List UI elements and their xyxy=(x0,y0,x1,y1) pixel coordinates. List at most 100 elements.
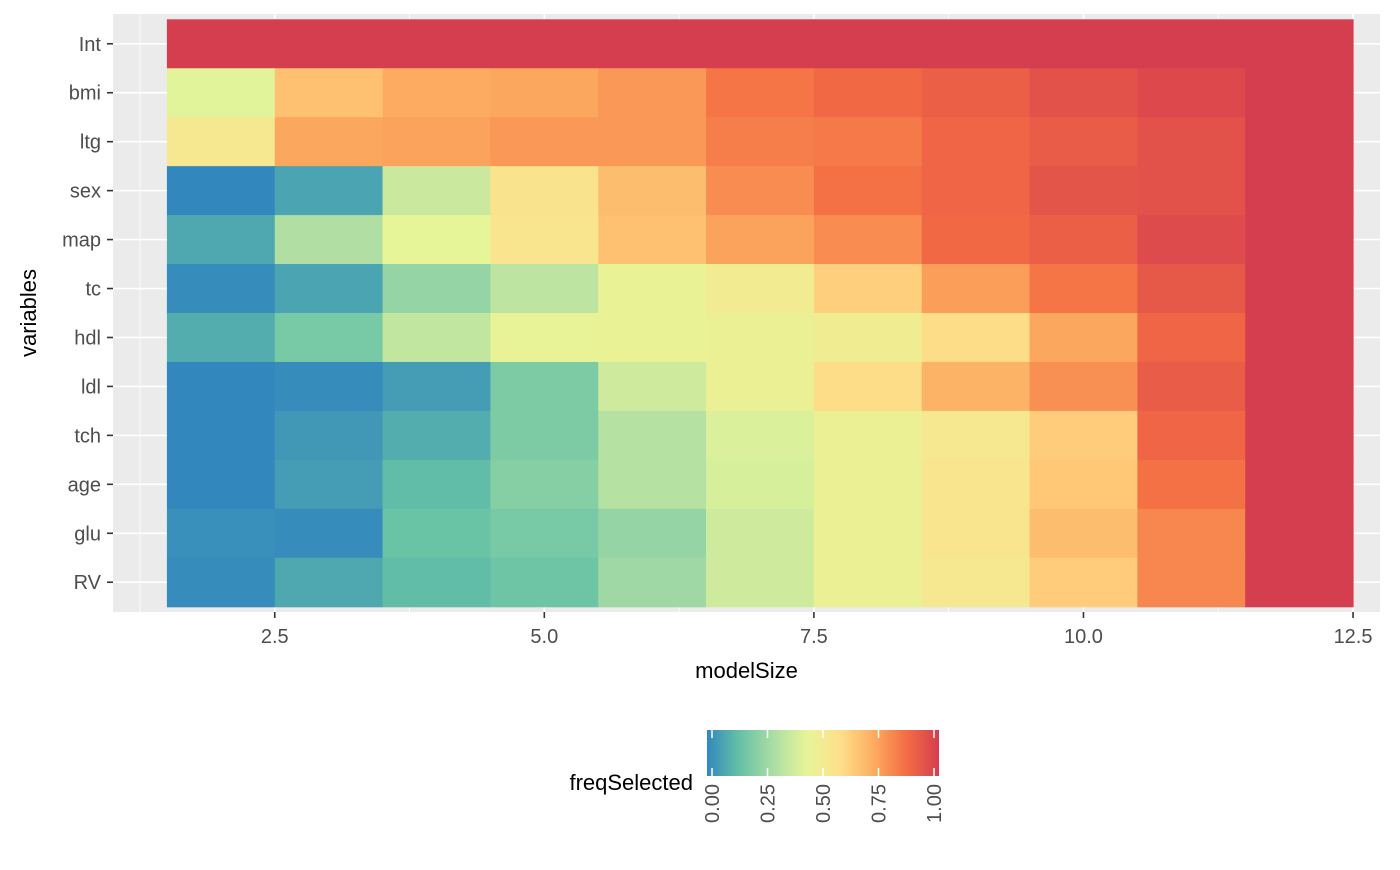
heatmap-cell xyxy=(490,557,599,608)
heatmap-cell xyxy=(274,68,384,118)
heatmap-cell xyxy=(382,166,492,216)
heatmap-cell xyxy=(706,410,815,461)
heatmap-cell xyxy=(274,557,384,608)
heatmap-cell xyxy=(274,117,384,167)
heatmap-cell xyxy=(706,117,815,167)
heatmap-cell xyxy=(274,361,384,412)
y-tick-label: glu xyxy=(74,523,101,545)
heatmap-cell xyxy=(1029,313,1138,363)
heatmap-cell xyxy=(382,117,492,167)
heatmap-cell xyxy=(706,313,815,363)
heatmap-cell xyxy=(921,410,1031,461)
heatmap-cell xyxy=(706,166,815,216)
heatmap-cell xyxy=(1137,166,1246,216)
heatmap-cell xyxy=(490,361,599,412)
legend-tick-label: 0.50 xyxy=(813,784,835,823)
heatmap-cell xyxy=(490,264,599,314)
heatmap-cell xyxy=(490,68,599,118)
heatmap-cell xyxy=(490,117,599,167)
y-tick-label: hdl xyxy=(74,327,101,349)
heatmap-cell xyxy=(274,459,384,510)
heatmap-cell xyxy=(274,508,384,559)
heatmap-cell xyxy=(1245,459,1354,510)
y-tick-label: age xyxy=(68,474,101,496)
x-axis: 2.5 5.0 7.5 10.0 12.5 xyxy=(261,612,1373,648)
y-tick-label: sex xyxy=(70,181,101,203)
heatmap-cell xyxy=(382,264,492,314)
legend-title: freqSelected xyxy=(569,770,693,795)
heatmap-cell xyxy=(382,361,492,412)
y-tick-label: ltg xyxy=(80,132,101,154)
heatmap-cell xyxy=(490,508,599,559)
heatmap-cell xyxy=(921,68,1031,118)
heatmap-cell xyxy=(813,410,923,461)
y-tick-label: ldl xyxy=(81,376,101,398)
heatmap-cell xyxy=(1137,215,1246,265)
heatmap-cell xyxy=(1245,166,1354,216)
heatmap-cell xyxy=(382,19,492,69)
heatmap-cell xyxy=(598,215,707,265)
heatmap-cell xyxy=(382,508,492,559)
heatmap-cell xyxy=(813,117,923,167)
heatmap-cell xyxy=(166,117,276,167)
heatmap-cell xyxy=(166,19,276,69)
heatmap-cell xyxy=(921,508,1031,559)
y-tick-label: Int xyxy=(79,34,102,56)
color-legend: freqSelected 0.00 0.25 0.50 0.75 1.00 xyxy=(569,730,946,823)
heatmap-cell xyxy=(1245,68,1354,118)
heatmap-cell xyxy=(1029,166,1138,216)
heatmap-tiles xyxy=(166,19,1354,608)
heatmap-cell xyxy=(921,166,1031,216)
heatmap-cell xyxy=(813,215,923,265)
heatmap-cell xyxy=(1029,117,1138,167)
x-tick-label: 7.5 xyxy=(800,626,828,648)
heatmap-cell xyxy=(1245,19,1354,69)
heatmap-cell xyxy=(490,410,599,461)
heatmap-cell xyxy=(490,166,599,216)
heatmap-cell xyxy=(813,264,923,314)
heatmap-cell xyxy=(1029,459,1138,510)
heatmap-cell xyxy=(1029,361,1138,412)
heatmap-cell xyxy=(274,264,384,314)
heatmap-cell xyxy=(598,459,707,510)
y-tick-label: bmi xyxy=(69,83,101,105)
heatmap-cell xyxy=(166,410,276,461)
heatmap-cell xyxy=(490,459,599,510)
heatmap-cell xyxy=(166,264,276,314)
legend-tick-label: 0.25 xyxy=(758,784,780,823)
heatmap-cell xyxy=(1137,410,1246,461)
x-tick-label: 12.5 xyxy=(1334,626,1373,648)
heatmap-cell xyxy=(813,508,923,559)
heatmap-cell xyxy=(1137,313,1246,363)
y-tick-label: tc xyxy=(85,279,101,301)
heatmap-cell xyxy=(382,215,492,265)
heatmap-cell xyxy=(813,459,923,510)
heatmap-cell xyxy=(166,166,276,216)
heatmap-cell xyxy=(1245,264,1354,314)
heatmap-cell xyxy=(1029,19,1138,69)
x-axis-title: modelSize xyxy=(695,658,798,683)
heatmap-cell xyxy=(274,166,384,216)
heatmap-cell xyxy=(813,19,923,69)
heatmap-cell xyxy=(1029,508,1138,559)
heatmap-cell xyxy=(166,459,276,510)
heatmap-cell xyxy=(921,557,1031,608)
heatmap-cell xyxy=(382,68,492,118)
heatmap-cell xyxy=(813,557,923,608)
heatmap-cell xyxy=(1137,264,1246,314)
heatmap-cell xyxy=(706,361,815,412)
heatmap-cell xyxy=(706,459,815,510)
heatmap-cell xyxy=(382,313,492,363)
heatmap-cell xyxy=(706,508,815,559)
heatmap-cell xyxy=(166,313,276,363)
heatmap-cell xyxy=(598,166,707,216)
x-tick-label: 10.0 xyxy=(1064,626,1103,648)
heatmap-cell xyxy=(166,361,276,412)
y-tick-label: tch xyxy=(74,425,101,447)
heatmap-cell xyxy=(1245,361,1354,412)
heatmap-cell xyxy=(166,557,276,608)
heatmap-cell xyxy=(813,166,923,216)
legend-ticks: 0.00 0.25 0.50 0.75 1.00 xyxy=(702,730,946,823)
heatmap-cell xyxy=(706,215,815,265)
heatmap-cell xyxy=(706,557,815,608)
